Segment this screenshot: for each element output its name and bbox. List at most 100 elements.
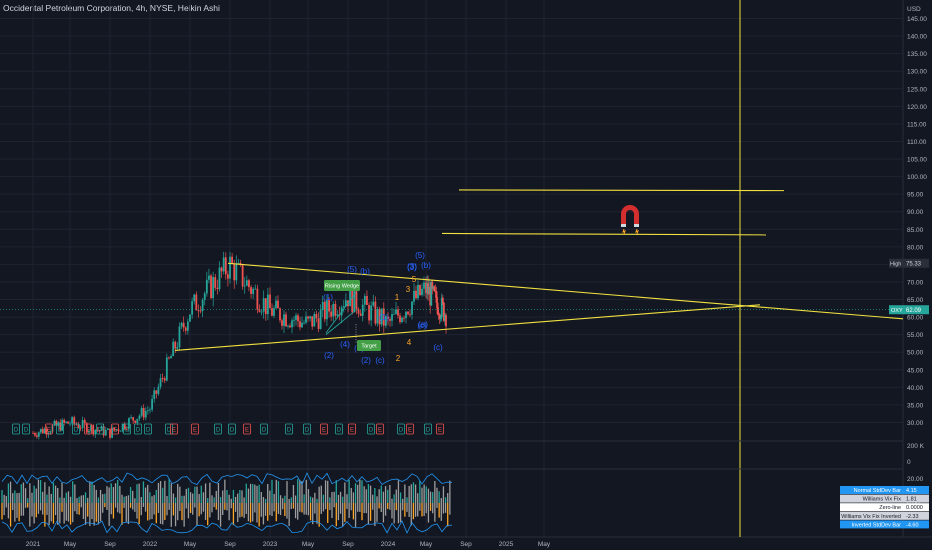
target-label[interactable]: Target bbox=[357, 340, 381, 351]
lower-target-line[interactable] bbox=[441, 232, 767, 236]
candle-body bbox=[425, 282, 427, 294]
dividend-marker[interactable]: D bbox=[134, 423, 142, 435]
triangle-upper-trendline[interactable] bbox=[227, 262, 904, 320]
earnings-marker[interactable]: E bbox=[320, 423, 328, 435]
x-tick-label: May bbox=[302, 541, 315, 548]
marker-letter: E bbox=[322, 428, 326, 434]
candle-body bbox=[323, 301, 326, 320]
candle-body bbox=[174, 341, 177, 349]
earnings-marker[interactable]: E bbox=[45, 423, 53, 435]
candle-body bbox=[138, 415, 141, 419]
candle-body bbox=[391, 314, 393, 321]
dividend-marker[interactable]: D bbox=[303, 423, 311, 435]
candle-body bbox=[182, 322, 185, 328]
legend-value: -4.60 bbox=[906, 522, 919, 528]
dividend-marker[interactable]: D bbox=[397, 423, 405, 435]
dividend-marker[interactable]: D bbox=[22, 423, 30, 435]
earnings-marker[interactable]: E bbox=[436, 423, 444, 435]
dividend-marker[interactable]: D bbox=[144, 423, 152, 435]
candle-body bbox=[212, 277, 215, 299]
candle-body bbox=[417, 284, 419, 299]
rising-wedge-label[interactable]: Rising Wedge bbox=[324, 280, 360, 291]
candle-body bbox=[170, 356, 172, 359]
dividend-marker[interactable]: D bbox=[72, 423, 80, 435]
legend-value: 4.15 bbox=[906, 488, 917, 494]
candle-body bbox=[363, 295, 366, 305]
x-tick-label: Sep bbox=[104, 541, 116, 548]
earnings-marker[interactable]: E bbox=[243, 423, 251, 435]
marker-letter: D bbox=[369, 428, 374, 434]
x-tick-label: May bbox=[184, 541, 197, 548]
legend-name-box bbox=[840, 511, 903, 520]
candle-body bbox=[106, 428, 109, 431]
earnings-marker[interactable]: E bbox=[348, 423, 356, 435]
dividend-marker[interactable]: D bbox=[335, 423, 343, 435]
candle-body bbox=[49, 431, 52, 434]
earnings-marker[interactable]: E bbox=[111, 423, 119, 435]
candle-body bbox=[239, 262, 242, 265]
dividend-marker[interactable]: D bbox=[12, 423, 20, 435]
candle-body bbox=[342, 306, 345, 308]
candle-body bbox=[311, 316, 314, 327]
last-price-box bbox=[903, 305, 929, 315]
wedge-line-upper[interactable] bbox=[325, 292, 357, 334]
candle-body bbox=[88, 430, 90, 433]
annotations[interactable]: Rising Wedge Target bbox=[324, 280, 381, 351]
dividend-marker[interactable]: D bbox=[367, 423, 375, 435]
candle-body bbox=[403, 317, 405, 319]
candle-body bbox=[433, 286, 436, 292]
wedge-line-lower[interactable] bbox=[325, 309, 357, 335]
candle-body bbox=[326, 300, 328, 320]
marker-letter: D bbox=[399, 428, 404, 434]
candle-body bbox=[264, 298, 267, 315]
candle-body bbox=[444, 314, 446, 321]
earnings-marker[interactable]: E bbox=[170, 423, 178, 435]
candle-body bbox=[231, 256, 234, 264]
candle-body bbox=[439, 317, 442, 320]
candle-body bbox=[195, 294, 198, 311]
earnings-marker[interactable]: E bbox=[84, 423, 92, 435]
candle-body bbox=[186, 321, 189, 331]
triangle-lower-trendline[interactable] bbox=[174, 304, 761, 351]
y-tick-label: 120.00 bbox=[907, 104, 927, 111]
candle-body bbox=[273, 308, 275, 316]
marker-box bbox=[285, 423, 293, 435]
x-tick-label: Sep bbox=[342, 541, 354, 548]
dividend-marker[interactable]: D bbox=[424, 423, 432, 435]
upper-target-line[interactable] bbox=[458, 189, 785, 192]
dividend-marker[interactable]: D bbox=[260, 423, 268, 435]
candle-body bbox=[399, 315, 401, 323]
marker-letter: D bbox=[24, 428, 29, 434]
wave-label: (c) bbox=[375, 356, 385, 365]
dividend-marker[interactable]: D bbox=[214, 423, 222, 435]
candle-body bbox=[313, 314, 316, 327]
candle-body bbox=[121, 423, 124, 431]
dividend-marker[interactable]: D bbox=[285, 423, 293, 435]
dividend-marker[interactable]: D bbox=[123, 423, 131, 435]
dividend-marker[interactable]: D bbox=[228, 423, 236, 435]
legend-entry: Inverted StdDev Bar -4.60 bbox=[840, 520, 929, 529]
candle-body bbox=[283, 314, 285, 326]
legend-value-box bbox=[903, 486, 929, 494]
candle-body bbox=[355, 286, 358, 310]
wave-label: (b) bbox=[421, 261, 431, 270]
candle-body bbox=[378, 309, 381, 325]
candle-body bbox=[405, 311, 407, 319]
dividend-marker[interactable]: D bbox=[165, 423, 173, 435]
dividend-marker[interactable]: D bbox=[96, 423, 104, 435]
dividend-marker[interactable]: D bbox=[56, 423, 64, 435]
trendlines[interactable] bbox=[174, 0, 904, 537]
candle-body bbox=[330, 311, 333, 317]
candle-body bbox=[271, 308, 273, 316]
marker-letter: D bbox=[305, 428, 310, 434]
wave-label: 2 bbox=[396, 354, 401, 363]
earnings-marker[interactable]: E bbox=[191, 423, 199, 435]
candle-body bbox=[344, 300, 347, 307]
legend-value-box bbox=[903, 503, 929, 512]
earnings-marker[interactable]: E bbox=[376, 423, 384, 435]
candle-body bbox=[140, 407, 143, 416]
candle-body bbox=[32, 432, 34, 434]
earnings-marker[interactable]: E bbox=[406, 423, 414, 435]
y-tick-label: 70.00 bbox=[907, 279, 924, 286]
